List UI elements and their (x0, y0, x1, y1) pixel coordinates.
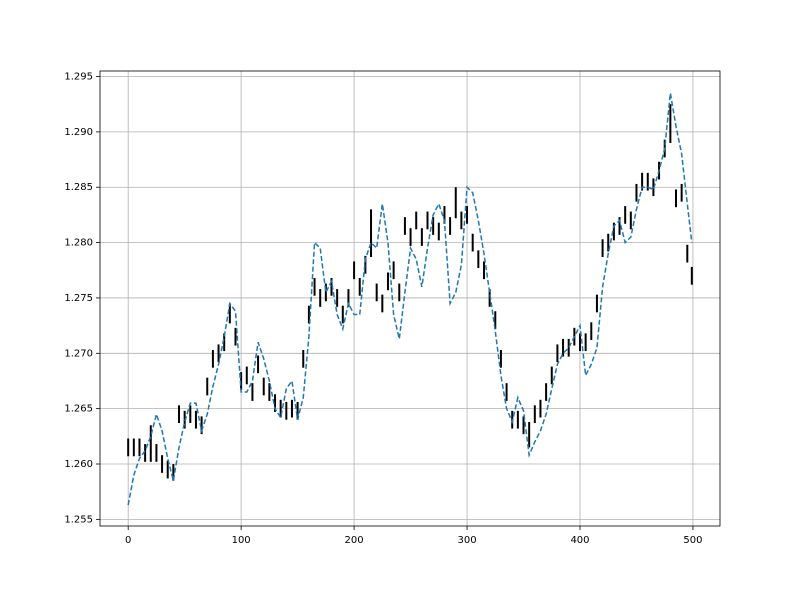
y-tick-label: 1.270 (64, 348, 93, 359)
y-tick-label: 1.255 (64, 514, 93, 525)
y-tick-label: 1.295 (64, 72, 93, 83)
x-tick-label: 500 (683, 535, 702, 546)
x-tick-label: 0 (125, 535, 131, 546)
y-tick-label: 1.285 (64, 182, 93, 193)
x-tick-label: 400 (570, 535, 589, 546)
y-tick-label: 1.290 (64, 127, 93, 138)
y-tick-label: 1.260 (64, 459, 93, 470)
y-tick-label: 1.265 (64, 404, 93, 415)
x-tick-label: 300 (457, 535, 476, 546)
x-tick-label: 200 (345, 535, 364, 546)
plot-frame (99, 70, 721, 527)
indicator-line (127, 93, 693, 506)
y-tick-label: 1.275 (64, 293, 93, 304)
x-tick-label: 100 (232, 535, 251, 546)
y-tick-label: 1.280 (64, 238, 93, 249)
